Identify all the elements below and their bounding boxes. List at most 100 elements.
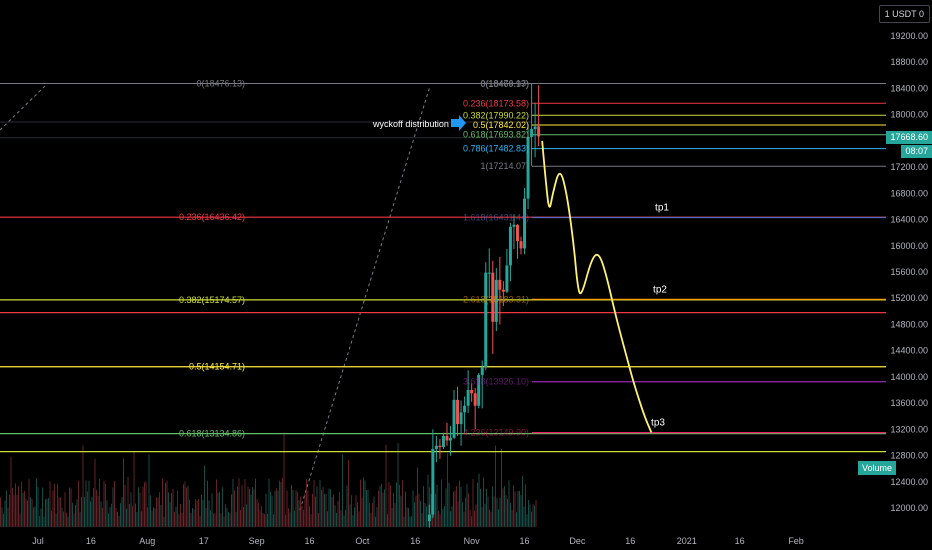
volume-bar [103,480,105,527]
volume-bar [283,432,285,527]
volume-bar [379,485,381,527]
volume-bar [108,513,109,527]
volume-bar [243,507,244,527]
volume-bar [48,498,49,527]
volume-bar [327,511,328,527]
volume-bar [136,512,138,527]
volume-bar [13,494,15,527]
currency-selector[interactable]: 1 USDT 0 [878,5,930,23]
volume-bar [357,502,358,527]
volume-bar [196,501,198,527]
volume-bar [259,510,261,527]
volume-bar [462,502,463,527]
volume-bar [495,445,496,527]
volume-bar [66,512,67,527]
price-tick: 19200.00 [890,31,928,41]
volume-bar [475,504,477,527]
volume-bar [264,514,265,527]
candle-body [470,390,474,394]
volume-bar [340,510,342,527]
volume-bar [513,485,514,527]
volume-bar [231,494,232,527]
volume-badge[interactable]: Volume [858,461,897,475]
volume-bar [237,486,238,527]
volume-bar [376,507,378,527]
volume-bar [228,512,229,527]
volume-bar [298,499,300,527]
price-tick: 17200.00 [890,162,928,172]
volume-bar [361,497,363,527]
volume-bar [378,490,379,527]
volume-bar [285,514,286,527]
volume-bar [204,465,205,527]
volume-bar [10,456,12,527]
volume-bar [76,499,78,527]
volume-bar [408,508,409,527]
volume-bar [535,499,537,527]
candle-body [438,445,442,448]
volume-bar [181,512,183,527]
volume-bar [498,509,499,527]
fib-label: 0.786(17482.83) [463,144,529,154]
volume-bar [171,493,172,527]
volume-bar [456,486,457,527]
volume-bar [67,516,69,527]
volume-bar [352,515,354,527]
volume-bar [22,492,24,527]
volume-bar [426,506,427,527]
volume-bar [310,514,312,527]
price-tick: 14000.00 [890,372,928,382]
fib-label: 2.618(15183.31) [463,294,529,304]
volume-bar [442,508,444,527]
volume-bar [534,505,535,527]
volume-bar [12,487,13,527]
volume-bar [201,495,202,527]
volume-bar [291,484,292,527]
volume-bar [483,477,484,527]
volume-bar [309,506,310,527]
volume-bar [142,486,144,527]
price-tick: 14400.00 [890,346,928,356]
volume-bar [511,510,513,527]
volume-bar [162,478,163,527]
volume-bar [19,513,21,527]
volume-bar [54,483,55,527]
volume-bar [339,492,340,527]
volume-bar [385,444,387,527]
projection-path [541,140,653,433]
price-tick: 14800.00 [890,319,928,329]
volume-bar [97,495,99,527]
volume-bar [90,501,91,527]
volume-bar [3,513,4,527]
volume-bar [225,504,226,527]
volume-bar [501,448,502,527]
volume-bar [174,512,175,527]
volume-bar [52,490,54,527]
volume-bar [322,486,324,527]
volume-bar [186,487,187,527]
volume-bar [189,499,190,527]
candle-body [501,289,505,292]
volume-bar [315,496,316,527]
volume-bar [111,503,112,527]
volume-bar [436,484,438,527]
candle-body [477,374,481,406]
volume-bar [451,506,453,527]
candle-body [484,272,488,368]
volume-bar [7,507,9,527]
volume-bar [177,490,178,527]
volume-bar [58,497,60,527]
volume-bar [364,480,366,527]
volume-bar [334,505,336,527]
volume-bar [150,495,151,527]
time-tick: Aug [139,536,155,546]
trend-lines [0,85,431,511]
price-tick: 18800.00 [890,57,928,67]
volume-bar [447,453,448,527]
fib-labels: 0.236(16436.42) 0.382(15174.57) 0.5(14154.… [179,78,529,438]
volume-bar [280,482,282,527]
candle-body [515,224,519,242]
volume-bar [394,503,396,527]
volume-bar [303,509,304,527]
